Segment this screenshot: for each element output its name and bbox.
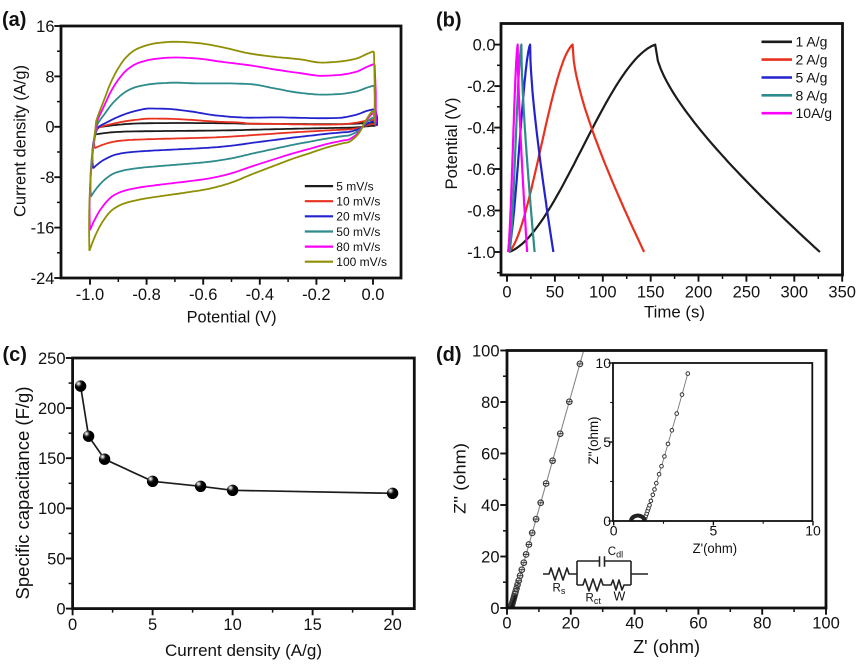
svg-text:50: 50	[47, 550, 65, 568]
svg-text:Potential (V): Potential (V)	[187, 309, 277, 327]
svg-text:Z''(ohm): Z''(ohm)	[586, 417, 601, 465]
svg-text:80 mV/s: 80 mV/s	[336, 240, 380, 254]
svg-text:0: 0	[603, 513, 611, 529]
svg-text:Z'' (ohm): Z'' (ohm)	[450, 443, 469, 514]
svg-text:150: 150	[637, 284, 665, 302]
svg-text:5: 5	[148, 616, 157, 634]
svg-text:Potential (V): Potential (V)	[443, 98, 461, 190]
svg-text:(b): (b)	[436, 10, 462, 32]
svg-text:10: 10	[595, 355, 611, 371]
svg-text:0: 0	[68, 616, 77, 634]
svg-text:200: 200	[38, 400, 66, 418]
svg-text:10A/g: 10A/g	[796, 105, 833, 121]
svg-text:2 A/g: 2 A/g	[796, 52, 828, 68]
svg-text:-24: -24	[31, 270, 55, 288]
svg-text:40: 40	[625, 615, 643, 633]
svg-text:50 mV/s: 50 mV/s	[336, 225, 380, 239]
svg-text:-1.0: -1.0	[76, 286, 104, 304]
svg-text:-0.6: -0.6	[467, 161, 495, 179]
svg-text:1 A/g: 1 A/g	[796, 34, 828, 50]
svg-text:250: 250	[38, 350, 66, 368]
svg-text:200: 200	[685, 284, 713, 302]
svg-text:Z'(ohm): Z'(ohm)	[693, 541, 738, 556]
svg-text:60: 60	[481, 445, 499, 463]
svg-text:5 A/g: 5 A/g	[796, 69, 828, 85]
svg-text:0: 0	[45, 119, 54, 137]
svg-text:20: 20	[562, 615, 580, 633]
svg-text:Specific capacitance (F/g): Specific capacitance (F/g)	[12, 387, 33, 600]
svg-text:-0.8: -0.8	[467, 202, 495, 220]
svg-text:20: 20	[383, 616, 401, 634]
svg-text:15: 15	[303, 616, 321, 634]
svg-text:100: 100	[812, 615, 840, 633]
svg-text:(c): (c)	[3, 344, 27, 366]
svg-text:-0.8: -0.8	[132, 286, 160, 304]
svg-text:20 mV/s: 20 mV/s	[336, 210, 380, 224]
svg-text:50: 50	[546, 284, 564, 302]
svg-text:(a): (a)	[2, 9, 26, 31]
svg-text:-0.2: -0.2	[467, 78, 495, 96]
svg-text:0.0: 0.0	[473, 36, 496, 54]
svg-text:5: 5	[709, 523, 717, 539]
svg-text:-0.4: -0.4	[246, 286, 274, 304]
svg-text:350: 350	[828, 284, 856, 302]
svg-text:150: 150	[38, 450, 66, 468]
svg-text:Time (s): Time (s)	[644, 304, 705, 322]
svg-text:-1.0: -1.0	[467, 244, 495, 262]
svg-text:10 mV/s: 10 mV/s	[336, 195, 380, 209]
svg-text:Cdl: Cdl	[608, 546, 623, 560]
svg-text:W: W	[614, 590, 626, 604]
svg-text:8 A/g: 8 A/g	[796, 87, 828, 103]
svg-text:60: 60	[689, 615, 707, 633]
svg-text:Rs: Rs	[553, 583, 566, 597]
svg-text:0: 0	[490, 600, 499, 618]
svg-text:100 mV/s: 100 mV/s	[336, 255, 387, 269]
svg-text:100: 100	[472, 342, 500, 360]
svg-text:40: 40	[481, 497, 499, 515]
svg-text:Rct: Rct	[586, 593, 602, 607]
svg-text:(d): (d)	[436, 344, 462, 366]
svg-text:8: 8	[45, 68, 54, 86]
svg-text:0: 0	[502, 615, 511, 633]
svg-text:0.0: 0.0	[362, 286, 385, 304]
svg-text:80: 80	[753, 615, 771, 633]
svg-text:-0.2: -0.2	[302, 286, 330, 304]
svg-text:-8: -8	[40, 169, 55, 187]
svg-text:80: 80	[481, 394, 499, 412]
svg-text:-0.4: -0.4	[467, 119, 495, 137]
svg-text:-16: -16	[31, 219, 55, 237]
svg-text:250: 250	[733, 284, 761, 302]
svg-text:10: 10	[805, 523, 821, 539]
svg-text:16: 16	[36, 18, 54, 36]
svg-text:0: 0	[502, 284, 511, 302]
svg-text:5: 5	[603, 434, 611, 450]
svg-text:Z' (ohm): Z' (ohm)	[633, 637, 700, 657]
svg-text:Current density (A/g): Current density (A/g)	[165, 641, 322, 660]
svg-text:-0.6: -0.6	[189, 286, 217, 304]
svg-text:20: 20	[481, 548, 499, 566]
svg-text:10: 10	[223, 616, 241, 634]
svg-text:300: 300	[781, 284, 809, 302]
svg-text:100: 100	[38, 500, 66, 518]
svg-text:0: 0	[610, 523, 618, 539]
svg-text:100: 100	[589, 284, 617, 302]
svg-text:Current density (A/g): Current density (A/g)	[11, 65, 29, 217]
svg-text:5 mV/s: 5 mV/s	[336, 179, 373, 193]
svg-text:0: 0	[56, 600, 65, 618]
